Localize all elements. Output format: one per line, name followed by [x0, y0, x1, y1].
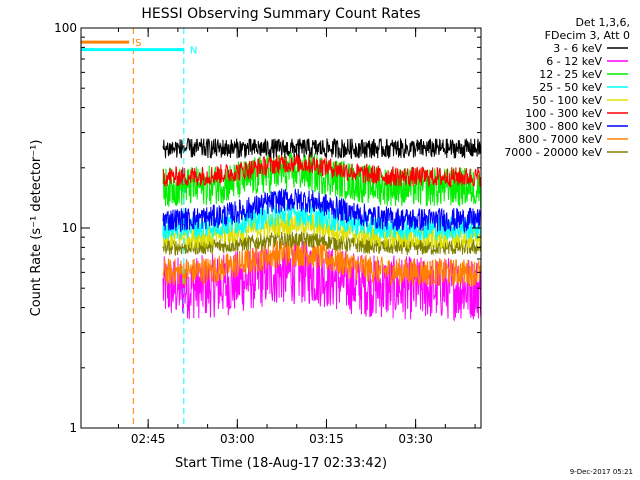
legend-entry-5: 50 - 100 keV — [532, 94, 628, 107]
annotation-label-S: S — [135, 38, 141, 49]
legend-header-line-1: Det 1,3,6, — [575, 16, 630, 29]
legend-entry-4: 25 - 50 keV — [539, 81, 628, 94]
legend-entry-1: 3 - 6 keV — [553, 42, 628, 55]
x-tick-label: 03:30 — [398, 432, 433, 446]
x-tick-label: 03:15 — [309, 432, 344, 446]
legend-label: 3 - 6 keV — [553, 42, 602, 55]
y-axis-label: Count Rate (s⁻¹ detector⁻¹) — [29, 140, 44, 317]
legend-entry-7: 300 - 800 keV — [525, 120, 628, 133]
series-line-2 — [162, 241, 481, 322]
legend-label: 50 - 100 keV — [532, 94, 602, 107]
x-tick-label: 03:00 — [220, 432, 255, 446]
x-axis-label: Start Time (18-Aug-17 02:33:42) — [175, 456, 387, 471]
annotation-label-N: N — [190, 46, 197, 57]
series-line-6 — [162, 153, 481, 188]
series-line-3 — [162, 150, 481, 208]
legend-header-line-2: FDecim 3, Att 0 — [545, 29, 630, 42]
y-tick-label: 100 — [54, 21, 77, 35]
legend-entry-3: 12 - 25 keV — [539, 68, 628, 81]
y-tick-label: 10 — [62, 221, 77, 235]
legend-label: 300 - 800 keV — [525, 120, 602, 133]
legend-label: 100 - 300 keV — [525, 107, 602, 120]
footer-timestamp: 9-Dec-2017 05:21 — [570, 468, 633, 476]
series-line-8 — [162, 240, 481, 287]
legend-label: 800 - 7000 keV — [518, 133, 602, 146]
plot-content: SN — [81, 28, 481, 428]
chart-title: HESSI Observing Summary Count Rates — [141, 6, 420, 22]
series-line-7 — [162, 188, 481, 234]
plot-area: SN — [81, 28, 481, 428]
series-line-1 — [162, 137, 481, 160]
y-axis: 1 10 100 — [54, 21, 481, 435]
legend-entry-8: 800 - 7000 keV — [518, 133, 628, 146]
y-tick-label: 1 — [69, 421, 77, 435]
legend-label: 25 - 50 keV — [539, 81, 602, 94]
legend-label: 7000 - 20000 keV — [504, 146, 602, 159]
legend-entry-2: 6 - 12 keV — [546, 55, 628, 68]
legend-entry-9: 7000 - 20000 keV — [504, 146, 628, 159]
x-axis: 02:45 03:00 03:15 03:30 — [117, 28, 476, 446]
legend-entry-6: 100 - 300 keV — [525, 107, 628, 120]
legend-label: 6 - 12 keV — [546, 55, 602, 68]
x-tick-label: 02:45 — [131, 432, 166, 446]
legend-label: 12 - 25 keV — [539, 68, 602, 81]
